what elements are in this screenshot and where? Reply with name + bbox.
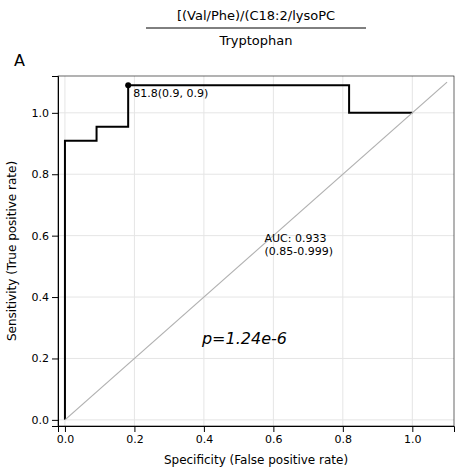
grid-line-y: [58, 419, 454, 420]
tick: 1.0: [404, 426, 422, 446]
reference-line: [65, 82, 447, 420]
tick-label: 1.0: [32, 107, 50, 120]
annotation-line: (0.85-0.999): [264, 245, 333, 258]
tick-label: 1.0: [404, 433, 422, 446]
x-axis-label: Specificity (False positive rate): [164, 453, 348, 467]
tick-label: 0.2: [126, 433, 144, 446]
tick-label: 0.0: [57, 433, 75, 446]
annotation: AUC: 0.933(0.85-0.999): [264, 232, 333, 258]
grid-line-y: [58, 358, 454, 359]
plot: 0.0 0.2 0.4 0.6 0.8 1.0 0.0 0.2 0.4 0.6 0.8 1.0 81.8…: [32, 76, 455, 446]
tick-label: 0.8: [32, 168, 50, 181]
annotation-line: AUC: 0.933: [264, 232, 326, 245]
tick: 0.6: [265, 426, 283, 446]
tick-mark: [52, 236, 58, 237]
tick: 0.8: [32, 168, 59, 181]
tick: 0.2: [126, 426, 144, 446]
grid-line-x: [134, 76, 135, 426]
subtitle: Tryptophan: [218, 33, 292, 48]
grid-line-y: [58, 174, 454, 175]
tick: 0.0: [57, 426, 75, 446]
tick-label: 0.4: [196, 433, 214, 446]
annotations: 81.8(0.9, 0.9) AUC: 0.933(0.85-0.999) p=1.…: [133, 87, 333, 348]
axis-line: [59, 427, 455, 433]
tick-label: 0.0: [32, 414, 50, 427]
tick-label: 0.2: [32, 352, 50, 365]
tick-mark: [52, 420, 58, 421]
tick-mark: [52, 297, 58, 298]
annotation-line: 81.8(0.9, 0.9): [133, 87, 208, 100]
tick-label: 0.6: [265, 433, 283, 446]
chart: [(Val/Phe)/(C18:2/lysoPCTryptophanA0.00.…: [0, 0, 474, 474]
annotation: p=1.24e-6: [201, 329, 287, 348]
fraction-bar: [146, 28, 366, 29]
tick-mark: [134, 426, 135, 432]
y-axis: 0.0 0.2 0.4 0.6 0.8 1.0: [32, 77, 59, 427]
tick-label: 0.4: [32, 291, 50, 304]
grid: [58, 76, 454, 426]
tick: 1.0: [32, 107, 59, 120]
roc-line: [65, 85, 412, 420]
panel-label: A: [14, 51, 25, 70]
tick-label: 0.6: [32, 230, 50, 243]
annotation-line: p=1.24e-6: [201, 329, 287, 348]
tick: 0.4: [32, 291, 59, 304]
marks: [65, 82, 447, 420]
x-axis: 0.0 0.2 0.4 0.6 0.8 1.0: [57, 426, 455, 446]
y-axis-label: Sensitivity (True positive rate): [5, 161, 19, 341]
tick-mark: [52, 358, 58, 359]
tick-mark: [343, 426, 344, 432]
tick-mark: [412, 426, 413, 432]
tick: 0.2: [32, 352, 59, 365]
tick-mark: [273, 426, 274, 432]
grid-line-y: [58, 235, 454, 236]
tick-mark: [204, 426, 205, 432]
axis-line: [52, 77, 59, 427]
tick-mark: [52, 113, 58, 114]
title: [(Val/Phe)/(C18:2/lysoPC: [177, 8, 335, 23]
highlight-point: [125, 82, 131, 88]
tick: 0.4: [196, 426, 214, 446]
grid-line-x: [203, 76, 204, 426]
tick: 0.8: [335, 426, 353, 446]
grid-line-y: [58, 297, 454, 298]
tick: 0.6: [32, 230, 59, 243]
grid-line-x: [412, 76, 413, 426]
tick-mark: [52, 174, 58, 175]
annotation: 81.8(0.9, 0.9): [133, 87, 208, 100]
tick-label: 0.8: [335, 433, 353, 446]
grid-line-x: [342, 76, 343, 426]
plot-frame: [58, 76, 454, 426]
tick: 0.0: [32, 414, 59, 427]
tick-mark: [65, 426, 66, 432]
